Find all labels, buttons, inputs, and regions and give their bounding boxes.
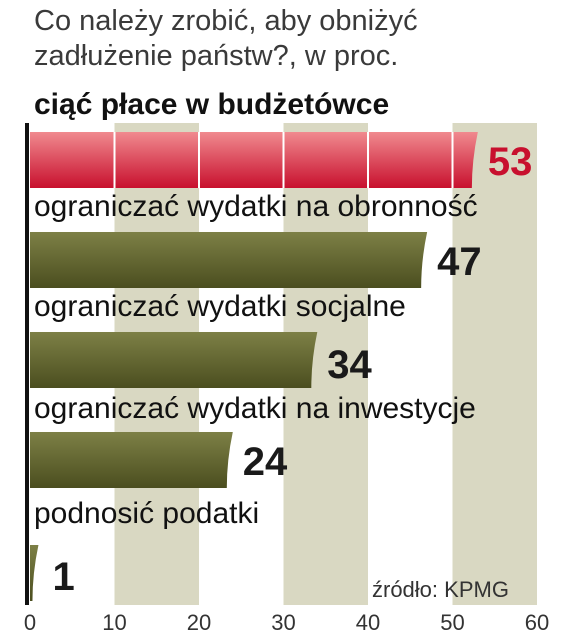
chart-title-line-1: Co należy zrobić, aby obniżyć	[34, 5, 418, 37]
x-tick-label: 40	[355, 610, 381, 635]
bar	[30, 545, 39, 601]
value-label: 1	[52, 555, 75, 599]
chart-title-line-2: zadłużenie państw?, w proc.	[34, 40, 399, 72]
value-label: 34	[327, 343, 372, 387]
bar	[30, 232, 428, 288]
bar	[30, 432, 233, 488]
bar-highlight	[30, 132, 478, 188]
bars	[30, 132, 478, 601]
category-label: ciąć płace w budżetówce	[34, 88, 390, 121]
chart-title: Co należy zrobić, aby obniżyć zadłużenie…	[34, 4, 554, 74]
x-tick-label: 60	[524, 610, 550, 635]
category-label: ograniczać wydatki na inwestycje	[34, 392, 476, 425]
value-label: 24	[242, 440, 288, 484]
x-tick-label: 20	[186, 610, 212, 635]
x-tick-label: 0	[23, 610, 37, 635]
stripe-band	[452, 123, 537, 605]
value-label: 47	[437, 240, 482, 284]
category-label: podnosić podatki	[34, 497, 260, 530]
value-label: 53	[487, 140, 533, 184]
x-tick-label: 50	[440, 610, 465, 635]
category-label: ograniczać wydatki socjalne	[34, 290, 406, 323]
category-label: ograniczać wydatki na obronność	[34, 190, 478, 223]
source-note: źródło: KPMG	[372, 577, 509, 602]
x-tick-label: 30	[271, 610, 296, 635]
x-tick-label: 10	[102, 610, 127, 635]
bar	[30, 332, 318, 388]
